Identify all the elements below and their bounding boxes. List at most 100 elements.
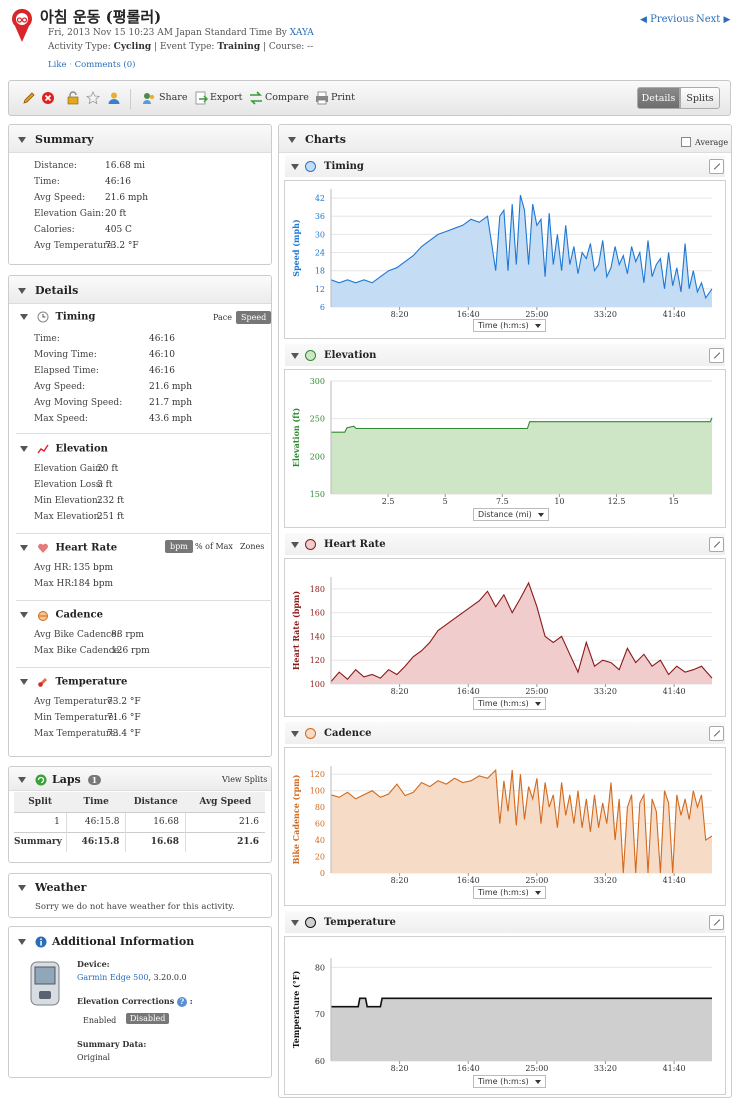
series-line[interactable] — [330, 194, 713, 300]
collapse-triangle-icon — [18, 939, 26, 945]
compare-button[interactable]: Compare — [265, 92, 309, 103]
x-tick-label: 25:00 — [525, 310, 548, 319]
next-link[interactable]: Next ▶ — [696, 14, 730, 25]
expand-chart-icon[interactable] — [709, 726, 724, 741]
cadence-section-header[interactable]: Cadence — [20, 609, 103, 621]
stat-value: 21.7 mph — [149, 398, 192, 408]
print-button[interactable]: Print — [331, 92, 355, 103]
chart-title-toggle[interactable]: Heart Rate — [291, 539, 386, 550]
y-tick-label: 30 — [315, 230, 325, 239]
comments-link[interactable]: Comments (0) — [74, 60, 136, 70]
summary-label: Summary — [14, 832, 67, 852]
chart-title: Timing — [324, 161, 364, 172]
series-area — [331, 195, 712, 307]
avg-speed-column-header[interactable]: Avg Speed — [185, 792, 265, 813]
device-version: , 3.20.0.0 — [148, 973, 187, 982]
lap-avg-speed: 21.6 — [238, 817, 259, 827]
stat-value: 21.6 mph — [149, 382, 192, 392]
delete-icon[interactable] — [41, 91, 55, 105]
stat-value: 46:16 — [105, 177, 131, 187]
collapse-triangle-icon — [18, 777, 26, 783]
thermometer-icon — [38, 678, 48, 687]
event-type-value[interactable]: Training — [217, 42, 261, 52]
stat-value: 46:16 — [149, 366, 175, 376]
view-splits-link[interactable]: View Splits — [222, 775, 268, 784]
zones-toggle[interactable]: Zones — [240, 542, 265, 551]
time-column-header[interactable]: Time — [66, 792, 126, 813]
chart-title-toggle[interactable]: Elevation — [291, 350, 376, 361]
x-axis-select[interactable]: Time (h:m:s) — [473, 319, 546, 332]
charts-toggle[interactable]: Charts — [288, 133, 346, 146]
lock-icon[interactable] — [66, 91, 80, 105]
expand-chart-icon[interactable] — [709, 348, 724, 363]
activity-type-label: Activity Type: — [48, 42, 111, 52]
stat-value: 184 bpm — [73, 579, 114, 589]
laps-toggle[interactable]: Laps 1 — [18, 773, 102, 786]
like-link[interactable]: Like — [48, 60, 67, 70]
heart-rate-section-header[interactable]: Heart Rate — [20, 542, 117, 554]
split-column-header[interactable]: Split — [14, 792, 67, 813]
share-button[interactable]: Share — [159, 92, 188, 103]
x-axis-select[interactable]: Time (h:m:s) — [473, 886, 546, 899]
stat-label: Elevation Gain: — [34, 209, 105, 219]
distance-column-header[interactable]: Distance — [125, 792, 186, 813]
stat-value: 20 ft — [105, 209, 127, 219]
y-tick-label: 200 — [310, 452, 325, 461]
collapse-triangle-icon — [20, 679, 28, 685]
y-axis-label: Temperature (°F) — [291, 971, 301, 1049]
collapse-triangle-icon — [18, 137, 26, 143]
x-axis-select[interactable]: Distance (mi) — [473, 508, 549, 521]
percent-max-toggle[interactable]: % of Max — [195, 542, 233, 551]
expand-chart-icon[interactable] — [709, 159, 724, 174]
chart-heart-rate: 100 120 140 160 180 8:20 16:40 25:00 33:20 41:40 H… — [291, 577, 713, 696]
details-tab[interactable]: Details — [637, 87, 680, 109]
series-line[interactable] — [330, 768, 713, 874]
heart-icon — [38, 543, 49, 553]
series-line[interactable] — [331, 997, 712, 1008]
series-line[interactable] — [331, 417, 713, 433]
enabled-toggle[interactable]: Enabled — [83, 1016, 117, 1025]
expand-chart-icon[interactable] — [709, 915, 724, 930]
pace-toggle[interactable]: Pace — [213, 313, 233, 322]
x-tick-label: 25:00 — [525, 687, 548, 696]
series-line[interactable] — [330, 581, 713, 682]
disabled-toggle[interactable]: Disabled — [126, 1013, 170, 1024]
star-icon[interactable] — [86, 91, 100, 105]
clock-icon — [37, 311, 49, 323]
average-checkbox[interactable] — [681, 137, 691, 147]
pencil-icon[interactable] — [22, 91, 36, 105]
page-title[interactable]: 아침 운동 (평롤러) — [40, 8, 162, 26]
chevron-left-icon: ◀ — [640, 15, 647, 25]
elevation-section-header[interactable]: Elevation — [20, 443, 108, 455]
user-icon[interactable] — [107, 91, 121, 105]
stat-label: Time: — [34, 334, 60, 344]
x-axis-select[interactable]: Time (h:m:s) — [473, 1075, 546, 1088]
x-tick-label: 41:40 — [663, 1064, 686, 1073]
weather-toggle[interactable]: Weather — [18, 881, 86, 894]
chart-title-toggle[interactable]: Cadence — [291, 728, 372, 739]
summary-row: Summary 46:15.8 16.68 21.6 — [14, 832, 265, 852]
chart-title-toggle[interactable]: Timing — [291, 161, 364, 172]
stat-value: 43.6 mph — [149, 414, 192, 424]
help-icon[interactable]: ? — [177, 997, 188, 1007]
details-toggle[interactable]: Details — [18, 284, 78, 297]
activity-type-value[interactable]: Cycling — [113, 42, 152, 52]
expand-chart-icon[interactable] — [709, 537, 724, 552]
summary-toggle[interactable]: Summary — [18, 133, 94, 146]
author-link[interactable]: XAYA — [289, 28, 314, 38]
chart-header-elevation — [285, 344, 725, 366]
export-button[interactable]: Export — [210, 92, 243, 103]
splits-tab[interactable]: Splits — [680, 87, 720, 109]
previous-link[interactable]: ◀ Previous — [640, 14, 694, 25]
x-tick-label: 41:40 — [663, 310, 686, 319]
x-axis-select[interactable]: Time (h:m:s) — [473, 697, 546, 710]
stat-label: Max Temperature: — [34, 729, 119, 739]
table-row[interactable]: 1 46:15.8 16.68 21.6 — [14, 812, 265, 832]
bpm-toggle[interactable]: bpm — [165, 540, 193, 553]
device-link[interactable]: Garmin Edge 500 — [77, 973, 149, 982]
temperature-section-header[interactable]: Temperature — [20, 676, 127, 688]
additional-info-toggle[interactable]: Additional Information — [18, 935, 194, 948]
timing-section-header[interactable]: Timing — [20, 311, 95, 323]
chart-title-toggle[interactable]: Temperature — [291, 917, 396, 928]
speed-toggle[interactable]: Speed — [236, 311, 272, 324]
